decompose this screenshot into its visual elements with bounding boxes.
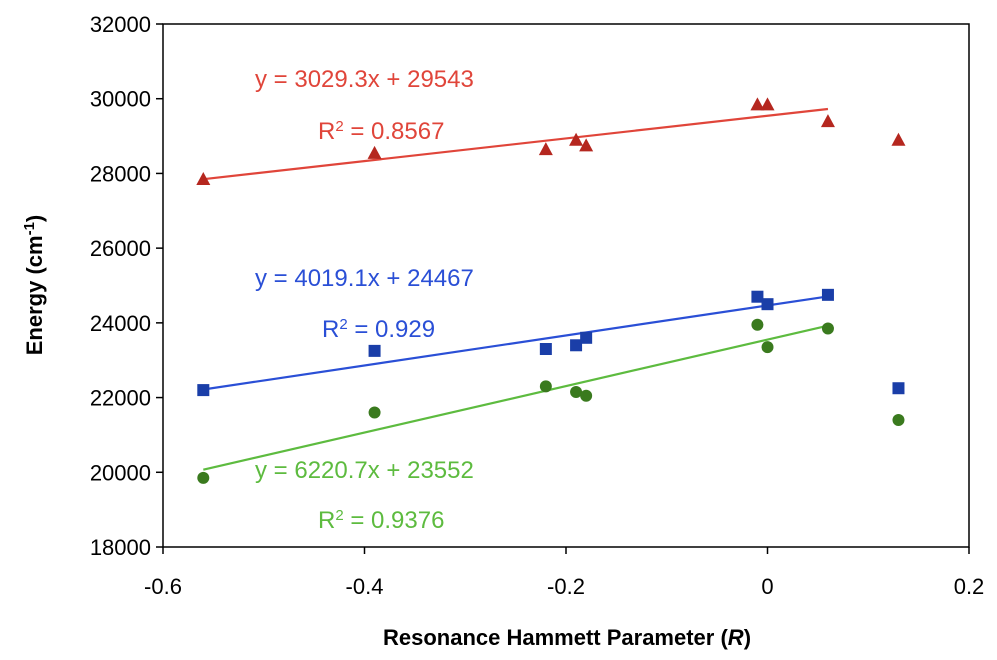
y-tick-label: 32000 <box>90 12 151 37</box>
red-triangle-point <box>196 172 211 186</box>
green-circle-trendline <box>203 324 829 471</box>
y-tick-label: 26000 <box>90 236 151 261</box>
blue-square-trendline <box>203 295 829 391</box>
blue-square-point <box>821 288 834 301</box>
red-triangle-trendline <box>203 107 829 181</box>
y-tick-label: 18000 <box>90 535 151 560</box>
red-triangle-point <box>760 97 775 111</box>
trendlines-layer <box>203 107 829 471</box>
red-triangle-point <box>750 97 765 111</box>
green-circle-r-squared-label: R2 = 0.9376 <box>318 507 444 535</box>
blue-square-point <box>751 290 764 303</box>
x-axis-title: Resonance Hammett Parameter (R) <box>383 625 751 650</box>
blue-square-point <box>197 384 210 397</box>
x-axis-title-variable: R <box>728 625 744 650</box>
blue-square-r-squared-label: R2 = 0.929 <box>322 316 435 344</box>
red-triangle-point <box>367 145 382 159</box>
red-triangle-point <box>538 142 553 156</box>
blue-square-equation-label: y = 4019.1x + 24467 <box>255 265 474 292</box>
y-axis-title: Energy (cm-1) <box>21 215 48 356</box>
red-triangle-point <box>569 132 584 146</box>
red-triangle-point <box>579 138 594 152</box>
x-tick-label: 0 <box>761 574 773 599</box>
y-axis-title-superscript: -1 <box>21 222 38 235</box>
green-circle-equation-label: y = 6220.7x + 23552 <box>255 457 474 484</box>
blue-square-point <box>539 343 552 356</box>
blue-square-point <box>892 382 905 395</box>
x-tick-label: -0.6 <box>144 574 182 599</box>
axes-layer: 18000 20000 22000 24000 26000 28000 30000 32000… <box>90 12 984 599</box>
y-tick-label: 22000 <box>90 386 151 411</box>
red-triangle-point <box>820 114 835 128</box>
green-circle-point <box>761 341 774 354</box>
blue-square-point <box>570 339 583 352</box>
green-circle-point <box>570 385 583 398</box>
y-tick-label: 28000 <box>90 161 151 186</box>
red-triangle-r-squared-label: R2 = 0.8567 <box>318 118 444 146</box>
y-tick-label: 20000 <box>90 460 151 485</box>
green-circle-point <box>892 413 905 426</box>
green-circle-point <box>580 389 593 402</box>
equation-labels-layer: y = 3029.3x + 29543 R2 = 0.8567 y = 4019.1… <box>255 66 474 534</box>
green-circle-point <box>539 380 552 393</box>
green-circle-point <box>197 471 210 484</box>
green-circle-point <box>821 322 834 335</box>
y-tick-label: 30000 <box>90 87 151 112</box>
blue-square-point <box>761 298 774 311</box>
blue-square-point <box>580 331 593 344</box>
red-triangle-point <box>891 132 906 146</box>
green-circle-point <box>368 406 381 419</box>
red-triangle-equation-label: y = 3029.3x + 29543 <box>255 66 474 93</box>
x-tick-label: -0.2 <box>547 574 585 599</box>
blue-square-point <box>368 344 381 357</box>
data-points-layer <box>196 97 906 484</box>
green-circle-point <box>751 318 764 331</box>
x-tick-label: -0.4 <box>346 574 384 599</box>
x-tick-label: 0.2 <box>954 574 985 599</box>
y-tick-label: 24000 <box>90 311 151 336</box>
